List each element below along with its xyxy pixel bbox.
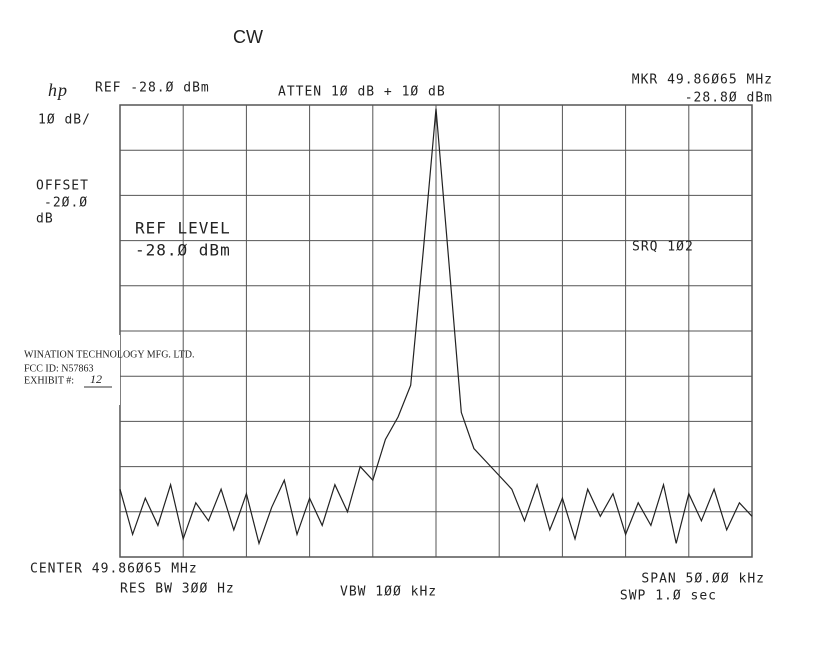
span-text: SPAN 5Ø.ØØ kHz (641, 572, 765, 587)
marker-freq: MKR 49.86Ø65 MHz (632, 73, 773, 88)
ref-text: REF -28.Ø dBm (95, 81, 210, 96)
grid (119, 104, 753, 558)
atten-text: ATTEN 1Ø dB + 1Ø dB (278, 85, 446, 100)
exhibit-no: 12 (90, 372, 102, 386)
offset-value: -2Ø.Ø (44, 196, 88, 211)
center-text: CENTER 49.86Ø65 MHz (30, 562, 198, 577)
label-box (18, 335, 120, 405)
exhibit: EXHIBIT #: (24, 375, 74, 386)
offset-unit: dB (36, 212, 54, 227)
chart-title: CW (233, 27, 263, 47)
ref-level-value: -28.Ø dBm (135, 241, 231, 260)
company: WINATION TECHNOLOGY MFG. LTD. (24, 349, 194, 360)
trace-line (119, 108, 753, 546)
marker-level: -28.8Ø dBm (685, 91, 773, 106)
srq-text: SRQ 1Ø2 (632, 240, 694, 255)
logo: hp (48, 80, 68, 100)
sweep-text: SWP 1.Ø sec (620, 589, 717, 604)
scale-text: 1Ø dB/ (38, 113, 91, 128)
res-bw-text: RES BW 3ØØ Hz (120, 582, 235, 597)
ref-level-title: REF LEVEL (135, 219, 231, 238)
trace-group (119, 108, 753, 546)
fcc-id: FCC ID: N57863 (24, 363, 93, 374)
vbw-text: VBW 1ØØ kHz (340, 585, 437, 600)
offset-label: OFFSET (36, 179, 89, 194)
